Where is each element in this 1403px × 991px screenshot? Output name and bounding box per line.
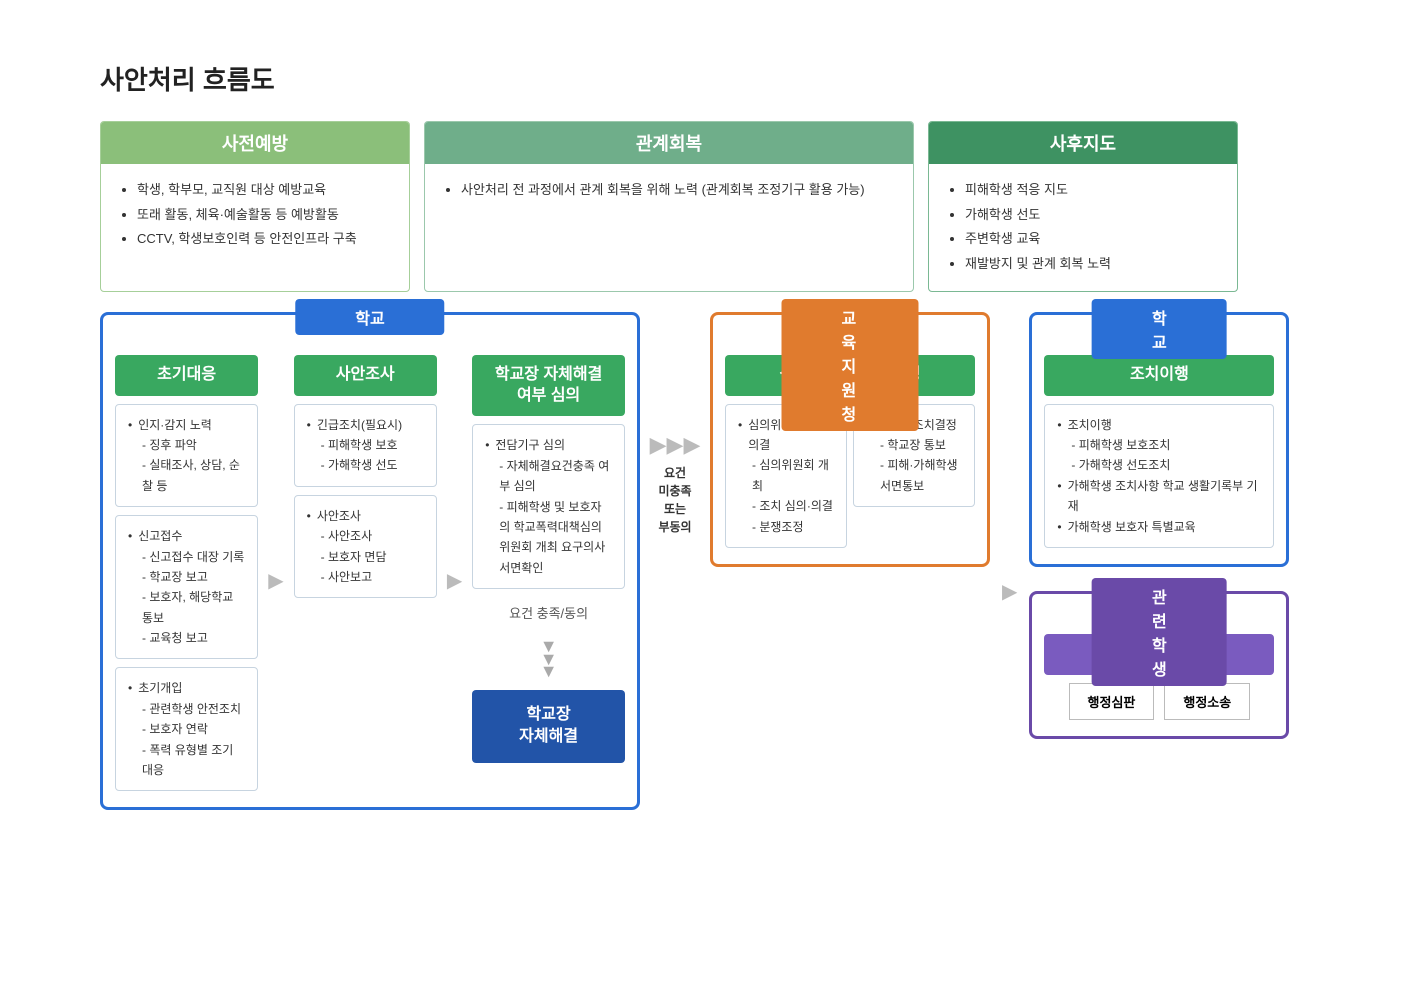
- sub-bullet: 보호자, 해당학교 통보: [128, 587, 245, 628]
- sub-bullet: 신고접수 대장 기록: [128, 547, 245, 567]
- phase-item: 피해학생 적응 지도: [965, 178, 1219, 203]
- sub-bullet: 학교장 보고: [128, 567, 245, 587]
- sub-bullet: 사안보고: [307, 567, 424, 587]
- sub-bullet: 보호자 연락: [128, 719, 245, 739]
- sub-bullet: 자체해결요건충족 여부 심의: [485, 456, 612, 497]
- phase-item: 재발방지 및 관계 회복 노력: [965, 252, 1219, 277]
- phase-prevention: 사전예방학생, 학부모, 교직원 대상 예방교육또래 활동, 체육·예술활동 등…: [100, 121, 410, 292]
- appeal-option: 행정심판: [1069, 683, 1155, 720]
- page-title: 사안처리 흐름도: [100, 60, 1303, 97]
- step-column: 사안조사긴급조치(필요시)피해학생 보호가해학생 선도사안조사사안조사보호자 면…: [294, 355, 437, 599]
- bullet: 사안조사: [307, 506, 424, 526]
- step-header-action: 조치이행: [1044, 355, 1274, 396]
- phase-item: 사안처리 전 과정에서 관계 회복을 위해 노력 (관계회복 조정기구 활용 가…: [461, 178, 895, 203]
- sub-bullet: 가해학생 선도: [307, 455, 424, 475]
- action-card: 조치이행피해학생 보호조치가해학생 선도조치가해학생 조치사항 학교 생활기록부…: [1044, 404, 1274, 548]
- step-column: 학교장 자체해결 여부 심의전담기구 심의자체해결요건충족 여부 심의피해학생 …: [472, 355, 625, 763]
- bullet: 가해학생 조치사항 학교 생활기록부 기재: [1057, 476, 1261, 517]
- sub-bullet: 사안조사: [307, 526, 424, 546]
- bullet: 긴급조치(필요시): [307, 415, 424, 435]
- info-card: 초기개입관련학생 안전조치보호자 연락폭력 유형별 조기 대응: [115, 667, 258, 791]
- stage-school-2: 학교 조치이행 조치이행피해학생 보호조치가해학생 선도조치가해학생 조치사항 …: [1029, 312, 1289, 567]
- stage-label-office: 교육지원청: [782, 299, 919, 431]
- stage-education-office: 교육지원청 심의위원회 조치 결정 심의위원회 심의·의결심의위원회 개최조치 …: [710, 312, 990, 567]
- stage-school-1: 학교 초기대응인지·감지 노력징후 파악실태조사, 상담, 순찰 등신고접수신고…: [100, 312, 640, 811]
- bullet: 신고접수: [128, 526, 245, 546]
- sub-bullet: 폭력 유형별 조기 대응: [128, 740, 245, 781]
- sub-bullet: 피해·가해학생 서면통보: [866, 455, 962, 496]
- stage-student: 관련학생 조치 불복 행정심판행정소송: [1029, 591, 1289, 739]
- step-column: 초기대응인지·감지 노력징후 파악실태조사, 상담, 순찰 등신고접수신고접수 …: [115, 355, 258, 792]
- phase-items: 피해학생 적응 지도가해학생 선도주변학생 교육재발방지 및 관계 회복 노력: [929, 164, 1237, 291]
- step-header: 초기대응: [115, 355, 258, 396]
- sub-bullet: 피해학생 보호: [307, 435, 424, 455]
- bullet: 초기개입: [128, 678, 245, 698]
- info-card: 긴급조치(필요시)피해학생 보호가해학생 선도: [294, 404, 437, 487]
- sub-bullet: 교육청 보고: [128, 628, 245, 648]
- phase-item: 또래 활동, 체육·예술활동 등 예방활동: [137, 203, 391, 228]
- sub-bullet: 관련학생 안전조치: [128, 699, 245, 719]
- sub-bullet: 조치 심의·의결: [738, 496, 834, 516]
- transition-unmet: ▶▶▶ 요건 미충족 또는 부동의: [650, 312, 700, 536]
- sub-bullet: 피해학생 및 보호자의 학교폭력대책심의위원회 개최 요구의사 서면확인: [485, 497, 612, 579]
- arrow-right-icon: ▶▶▶: [648, 432, 703, 458]
- info-card: 전담기구 심의자체해결요건충족 여부 심의피해학생 및 보호자의 학교폭력대책심…: [472, 424, 625, 589]
- phase-items: 사안처리 전 과정에서 관계 회복을 위해 노력 (관계회복 조정기구 활용 가…: [425, 164, 913, 217]
- phase-followup: 사후지도피해학생 적응 지도가해학생 선도주변학생 교육재발방지 및 관계 회복…: [928, 121, 1238, 292]
- phase-items: 학생, 학부모, 교직원 대상 예방교육또래 활동, 체육·예술활동 등 예방활…: [101, 164, 409, 266]
- stage-label-school-2: 학교: [1092, 299, 1227, 359]
- transition-unmet-label: 요건 미충족 또는 부동의: [658, 464, 691, 536]
- info-card: 인지·감지 노력징후 파악실태조사, 상담, 순찰 등: [115, 404, 258, 508]
- phase-header: 사후지도: [929, 122, 1237, 164]
- stage-label-student: 관련학생: [1092, 578, 1227, 686]
- sub-bullet: 분쟁조정: [738, 517, 834, 537]
- phase-item: CCTV, 학생보호인력 등 안전인프라 구축: [137, 227, 391, 252]
- sub-bullet: 심의위원회 개최: [738, 455, 834, 496]
- info-card: 신고접수신고접수 대장 기록학교장 보고보호자, 해당학교 통보교육청 보고: [115, 515, 258, 659]
- main-flow-row: 학교 초기대응인지·감지 노력징후 파악실태조사, 상담, 순찰 등신고접수신고…: [100, 312, 1303, 811]
- condition-met-label: 요건 충족/동의: [472, 603, 625, 622]
- bullet: 가해학생 보호자 특별교육: [1057, 517, 1261, 537]
- phase-row: 사전예방학생, 학부모, 교직원 대상 예방교육또래 활동, 체육·예술활동 등…: [100, 121, 1303, 292]
- bullet: 전담기구 심의: [485, 435, 612, 455]
- arrow-right-icon: ▶: [445, 554, 464, 593]
- sub-bullet: 보호자 면담: [307, 547, 424, 567]
- arrow-right-icon: ▶: [1000, 519, 1019, 604]
- sub-bullet: 가해학생 선도조치: [1057, 455, 1261, 475]
- step-header: 사안조사: [294, 355, 437, 396]
- appeal-option: 행정소송: [1164, 683, 1250, 720]
- sub-bullet: 피해학생 보호조치: [1057, 435, 1261, 455]
- stage-label-school-1: 학교: [295, 299, 444, 335]
- phase-item: 학생, 학부모, 교직원 대상 예방교육: [137, 178, 391, 203]
- phase-item: 주변학생 교육: [965, 227, 1219, 252]
- info-card: 사안조사사안조사보호자 면담사안보고: [294, 495, 437, 599]
- phase-item: 가해학생 선도: [965, 203, 1219, 228]
- sub-bullet: 징후 파악: [128, 435, 245, 455]
- principal-resolve-box: 학교장 자체해결: [472, 690, 625, 763]
- phase-recovery: 관계회복사안처리 전 과정에서 관계 회복을 위해 노력 (관계회복 조정기구 …: [424, 121, 914, 292]
- sub-bullet: 학교장 통보: [866, 435, 962, 455]
- step-header: 학교장 자체해결 여부 심의: [472, 355, 625, 417]
- sub-bullet: 실태조사, 상담, 순찰 등: [128, 455, 245, 496]
- bullet: 인지·감지 노력: [128, 415, 245, 435]
- arrow-right-icon: ▶: [266, 554, 285, 593]
- phase-header: 관계회복: [425, 122, 913, 164]
- arrow-down-icon: ▼ ▼ ▼: [472, 640, 625, 678]
- phase-header: 사전예방: [101, 122, 409, 164]
- bullet: 조치이행: [1057, 415, 1261, 435]
